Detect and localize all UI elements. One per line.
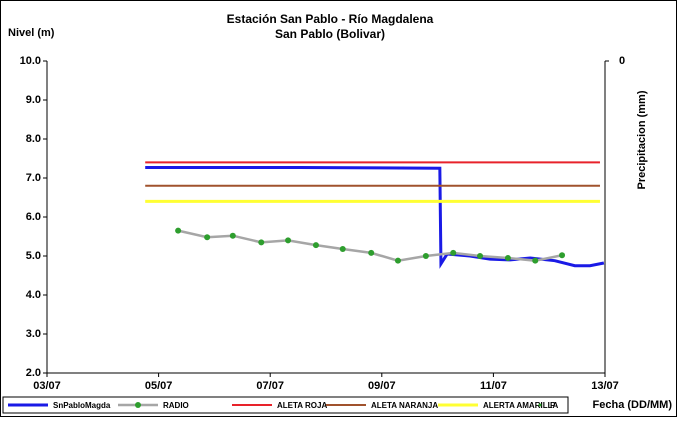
legend-label: P [550, 401, 556, 410]
x-tick-label: 09/07 [368, 380, 396, 392]
series-marker [285, 237, 292, 244]
legend-label: RADIO [163, 401, 189, 410]
y-tick-label: 8.0 [26, 133, 41, 145]
x-tick-label: 03/07 [33, 380, 61, 392]
y-tick-label: 4.0 [26, 289, 41, 301]
y-tick-label: 7.0 [26, 172, 41, 184]
chart-subtitle: San Pablo (Bolivar) [275, 27, 385, 41]
legend-label: ALETA ROJA [277, 401, 327, 410]
y-tick-label: 10.0 [20, 55, 41, 67]
y2-axis-label: Precipitacion (mm) [636, 90, 648, 189]
series-marker [175, 227, 182, 234]
legend-label: SnPabloMagda [53, 401, 111, 410]
y2-tick-label: 0 [619, 55, 625, 67]
chart-title: Estación San Pablo - Río Magdalena [227, 12, 434, 26]
series-line [145, 165, 605, 269]
series-marker [422, 253, 429, 259]
y-tick-label: 2.0 [26, 367, 41, 379]
legend-label: ALERTA AMARILLA [483, 401, 558, 410]
x-tick-label: 11/07 [480, 380, 507, 392]
y-tick-label: 3.0 [26, 328, 41, 340]
x-tick-label: 05/07 [145, 380, 173, 392]
series-marker [532, 257, 539, 264]
legend-marker [135, 402, 141, 408]
plot-area [47, 61, 605, 373]
y-tick-label: 9.0 [26, 94, 41, 106]
series-marker [204, 234, 211, 241]
legend-label: ALETA NARANJA [371, 401, 438, 410]
series-marker [450, 249, 457, 256]
x-tick-label: 13/07 [591, 380, 619, 392]
x-axis-label: Fecha (DD/MM) [593, 399, 673, 411]
series-marker [477, 253, 484, 259]
y-tick-label: 6.0 [26, 211, 41, 223]
series-marker [339, 245, 346, 252]
series-marker [559, 252, 566, 259]
y-tick-label: 5.0 [26, 250, 41, 262]
x-tick-label: 07/07 [256, 380, 284, 392]
series-marker [394, 257, 401, 264]
legend-box [2, 396, 569, 414]
series-marker [368, 249, 375, 256]
y-axis-label: Nivel (m) [8, 27, 55, 39]
legend-marker [538, 403, 542, 407]
series-marker [229, 232, 236, 239]
series-marker [312, 242, 319, 249]
series-marker [504, 254, 511, 261]
series-marker [258, 239, 265, 246]
